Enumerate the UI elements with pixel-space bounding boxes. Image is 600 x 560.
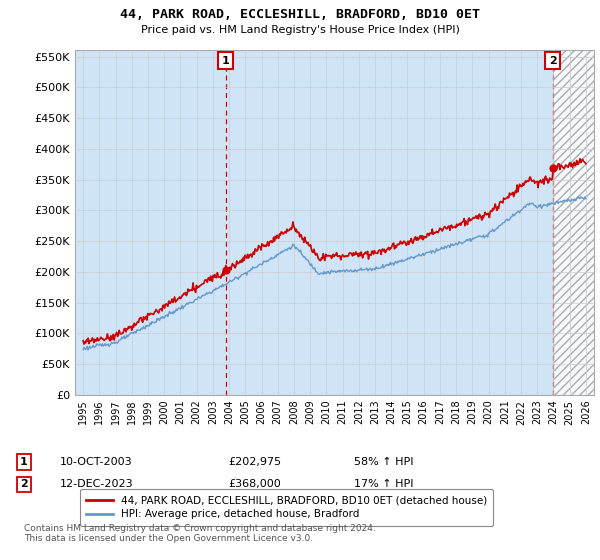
Text: 58% ↑ HPI: 58% ↑ HPI <box>354 457 413 467</box>
Text: £368,000: £368,000 <box>228 479 281 489</box>
Bar <box>553 50 594 395</box>
Text: Price paid vs. HM Land Registry's House Price Index (HPI): Price paid vs. HM Land Registry's House … <box>140 25 460 35</box>
Point <box>221 265 230 274</box>
Text: 2: 2 <box>20 479 28 489</box>
Text: 17% ↑ HPI: 17% ↑ HPI <box>354 479 413 489</box>
Text: 44, PARK ROAD, ECCLESHILL, BRADFORD, BD10 0ET: 44, PARK ROAD, ECCLESHILL, BRADFORD, BD1… <box>120 8 480 21</box>
Text: 10-OCT-2003: 10-OCT-2003 <box>60 457 133 467</box>
Text: 12-DEC-2023: 12-DEC-2023 <box>60 479 134 489</box>
Text: 1: 1 <box>222 55 230 66</box>
Point <box>548 164 557 173</box>
Text: £202,975: £202,975 <box>228 457 281 467</box>
Text: 1: 1 <box>20 457 28 467</box>
Text: 2: 2 <box>549 55 557 66</box>
Legend: 44, PARK ROAD, ECCLESHILL, BRADFORD, BD10 0ET (detached house), HPI: Average pri: 44, PARK ROAD, ECCLESHILL, BRADFORD, BD1… <box>80 489 493 526</box>
Text: Contains HM Land Registry data © Crown copyright and database right 2024.
This d: Contains HM Land Registry data © Crown c… <box>24 524 376 543</box>
